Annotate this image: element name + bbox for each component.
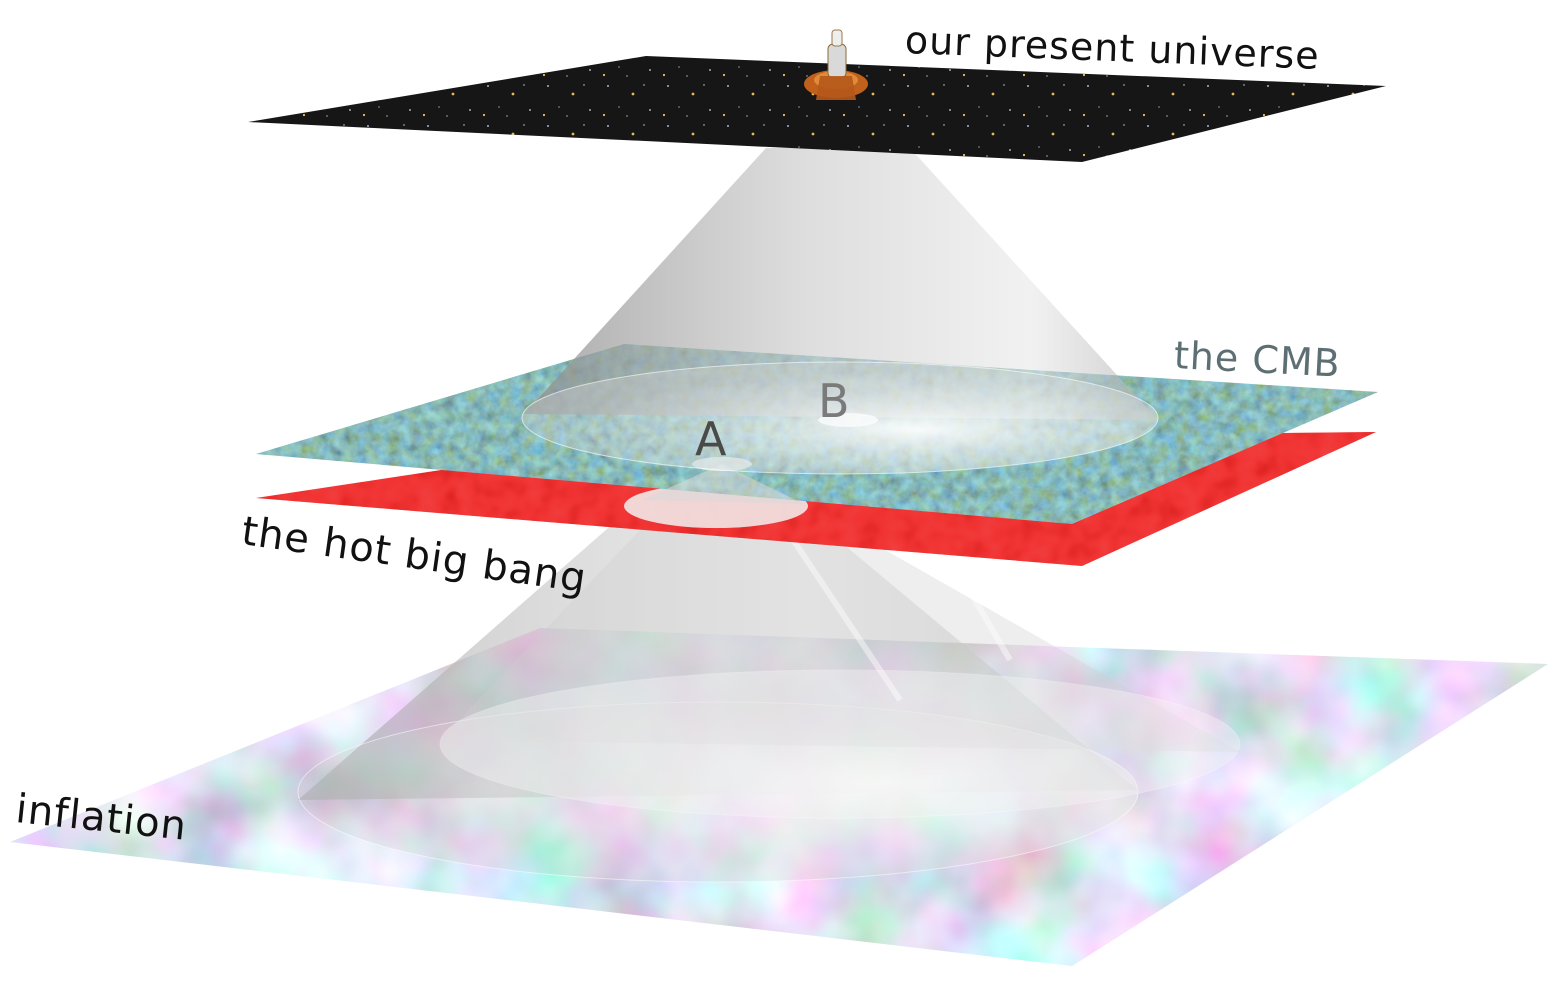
- cmb-label: the CMB: [1172, 333, 1342, 386]
- point-b-label: B: [818, 374, 850, 428]
- point-b-disc: [818, 413, 878, 427]
- satellite-icon: [804, 29, 868, 100]
- lower-light-cone: [297, 500, 1139, 883]
- present-universe-plane: [248, 56, 1386, 162]
- upper-light-cone: [521, 148, 1159, 475]
- point-a-label: A: [695, 412, 727, 466]
- inner-light-cone: [439, 488, 1241, 819]
